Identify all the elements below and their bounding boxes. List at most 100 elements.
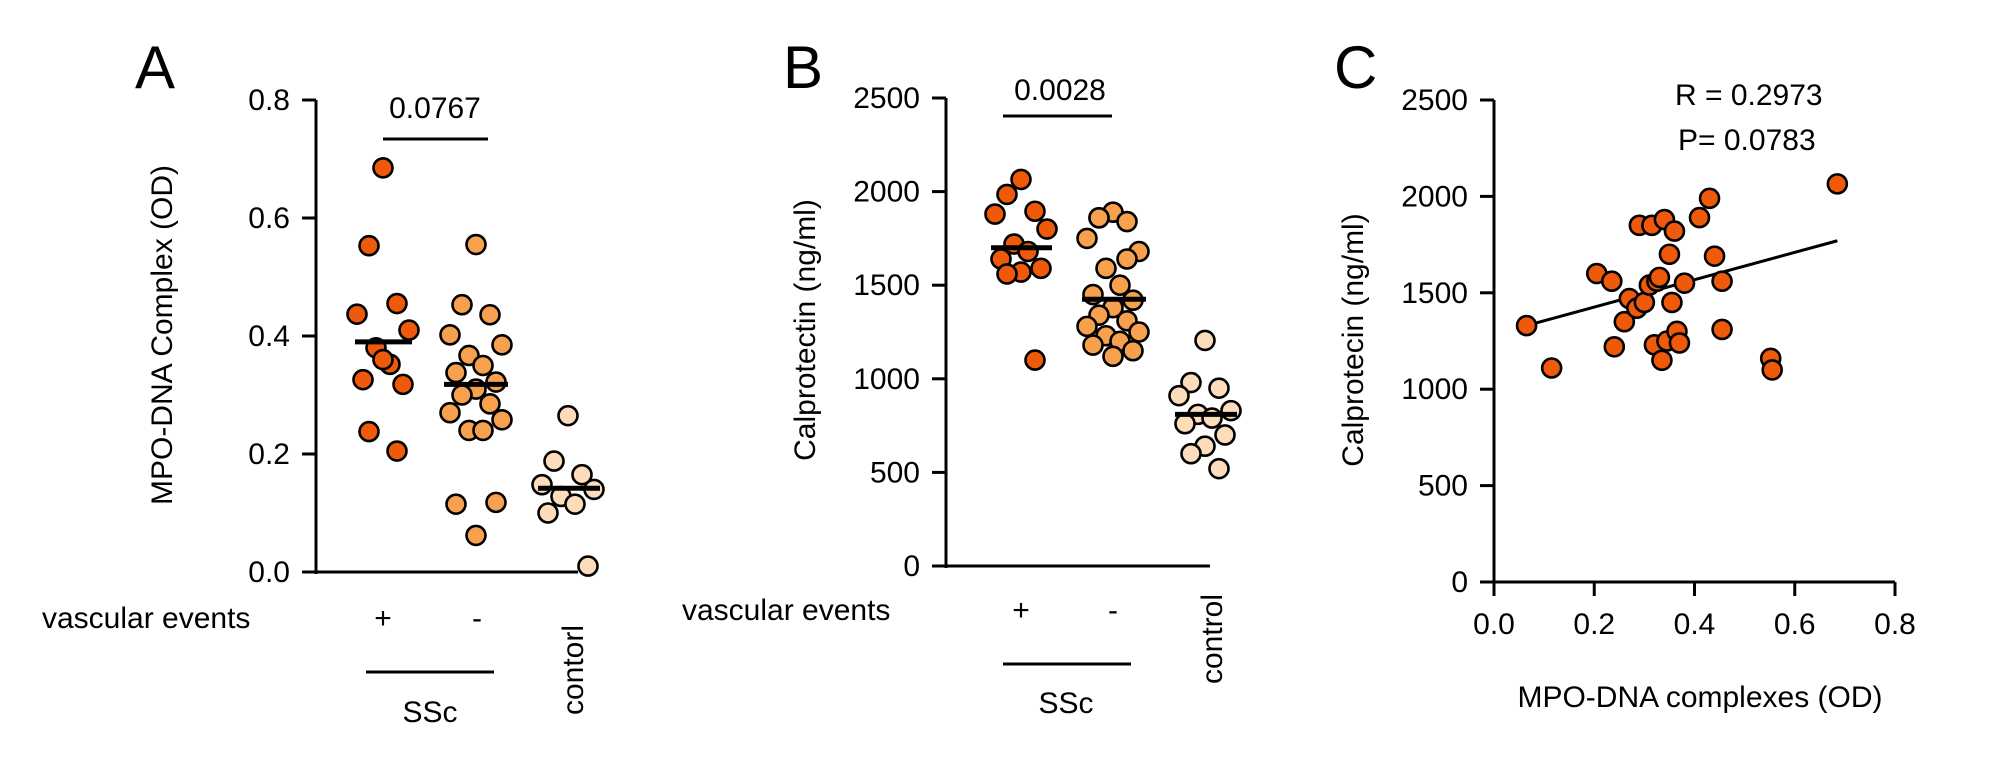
y-tick-label: 0.0 [248, 556, 290, 589]
data-point [1088, 207, 1110, 229]
data-point [1024, 349, 1046, 371]
data-point [1661, 291, 1683, 314]
data-point [1658, 243, 1681, 266]
data-point [1076, 315, 1098, 338]
x-tick-label: 0.2 [1573, 608, 1615, 641]
data-point [1194, 329, 1216, 352]
panel-c-y-axis-title: Calprotecin (ng/ml) [1337, 213, 1370, 466]
data-point [1010, 168, 1032, 191]
panel-a-ssc-label: SSc [402, 696, 457, 729]
data-point [1208, 377, 1230, 399]
panel-b-vascular-events-label: vascular events [682, 594, 890, 627]
data-point [451, 384, 473, 406]
x-tick-label: 0.0 [1473, 608, 1515, 641]
panel-b-category-plus: + [1012, 594, 1030, 627]
data-point [392, 373, 414, 396]
x-tick-label: 0.6 [1774, 608, 1816, 641]
data-point [1540, 357, 1563, 379]
data-point [1036, 218, 1058, 240]
data-point [1600, 270, 1623, 293]
y-tick-label: 2000 [1401, 180, 1468, 213]
y-tick-label: 0.2 [248, 438, 290, 471]
data-point [439, 401, 461, 424]
data-point [358, 420, 380, 443]
x-tick-label: 0.4 [1674, 608, 1716, 641]
data-point [537, 502, 559, 524]
data-point [465, 524, 487, 547]
y-tick-label: 0 [903, 550, 920, 583]
data-point [1180, 442, 1202, 465]
data-point [1668, 332, 1691, 354]
data-point [1826, 173, 1849, 195]
data-point [1220, 399, 1242, 422]
data-point [445, 361, 467, 384]
y-tick-label: 2500 [853, 82, 920, 115]
data-point [346, 303, 368, 325]
data-point [451, 293, 473, 316]
data-point [472, 419, 494, 442]
data-point [1180, 371, 1202, 394]
data-point [1095, 257, 1117, 280]
data-point [1663, 220, 1686, 242]
panel-b-ssc-label: SSc [1038, 687, 1093, 720]
data-point [386, 292, 408, 315]
panel-c-p-value: P= 0.0783 [1678, 124, 1816, 157]
data-point [1102, 345, 1124, 368]
data-point [479, 303, 501, 326]
data-point [1030, 257, 1052, 280]
y-tick-label: 1500 [853, 269, 920, 302]
data-point [1698, 187, 1721, 210]
data-point [1201, 407, 1223, 429]
data-point [372, 348, 394, 371]
data-point [1515, 314, 1538, 337]
data-point [398, 319, 420, 341]
data-point [1128, 321, 1150, 343]
y-tick-label: 1500 [1401, 277, 1468, 310]
data-point [577, 555, 599, 577]
panel-a-y-axis-title: MPO-DNA Complex (OD) [146, 165, 179, 505]
data-point [1651, 349, 1673, 372]
data-point [1208, 457, 1230, 480]
data-point [1711, 318, 1733, 341]
data-point [1082, 334, 1104, 356]
y-tick-label: 0.4 [248, 320, 290, 353]
panel-b-p-value: 0.0028 [1014, 74, 1106, 107]
panel-letter-c: C [1334, 34, 1377, 101]
y-tick-label: 0 [1451, 566, 1468, 599]
data-point [372, 157, 394, 179]
data-point [557, 404, 579, 427]
data-point [472, 354, 494, 377]
panel-c-x-axis-title: MPO-DNA complexes (OD) [1517, 681, 1882, 714]
y-tick-label: 500 [1418, 470, 1468, 503]
y-tick-label: 1000 [1401, 373, 1468, 406]
data-point [1076, 227, 1098, 250]
panel-c-r-value: R = 0.2973 [1675, 79, 1823, 112]
panel-b-category-control: control [1196, 594, 1229, 684]
data-point [1633, 291, 1656, 314]
data-point [1711, 270, 1733, 293]
data-point [1017, 240, 1039, 263]
data-point [1761, 359, 1783, 381]
data-point [996, 263, 1018, 285]
panel-a-category-plus: + [374, 602, 392, 635]
data-point [439, 324, 461, 346]
data-point [491, 334, 513, 356]
data-point [1214, 424, 1236, 446]
data-point [531, 473, 553, 496]
data-point [1116, 210, 1138, 233]
data-point [571, 463, 593, 486]
data-point [352, 368, 374, 391]
data-point [1603, 335, 1626, 358]
x-tick-label: 0.8 [1874, 608, 1916, 641]
data-point [1688, 206, 1711, 229]
data-point [445, 493, 467, 515]
y-tick-label: 0.8 [248, 84, 290, 117]
y-tick-label: 0.6 [248, 202, 290, 235]
data-point [386, 440, 408, 462]
panel-a: A 0.0 0.2 0.4 0.6 0.8 MPO-DNA Complex (OD) 0… [42, 34, 605, 729]
data-point [1174, 412, 1196, 435]
data-point [485, 491, 507, 514]
panel-b: B 0 500 1000 1500 2000 2500 Calprotectin (ng/… [682, 34, 1242, 720]
panel-a-vascular-events-label: vascular events [42, 602, 250, 635]
